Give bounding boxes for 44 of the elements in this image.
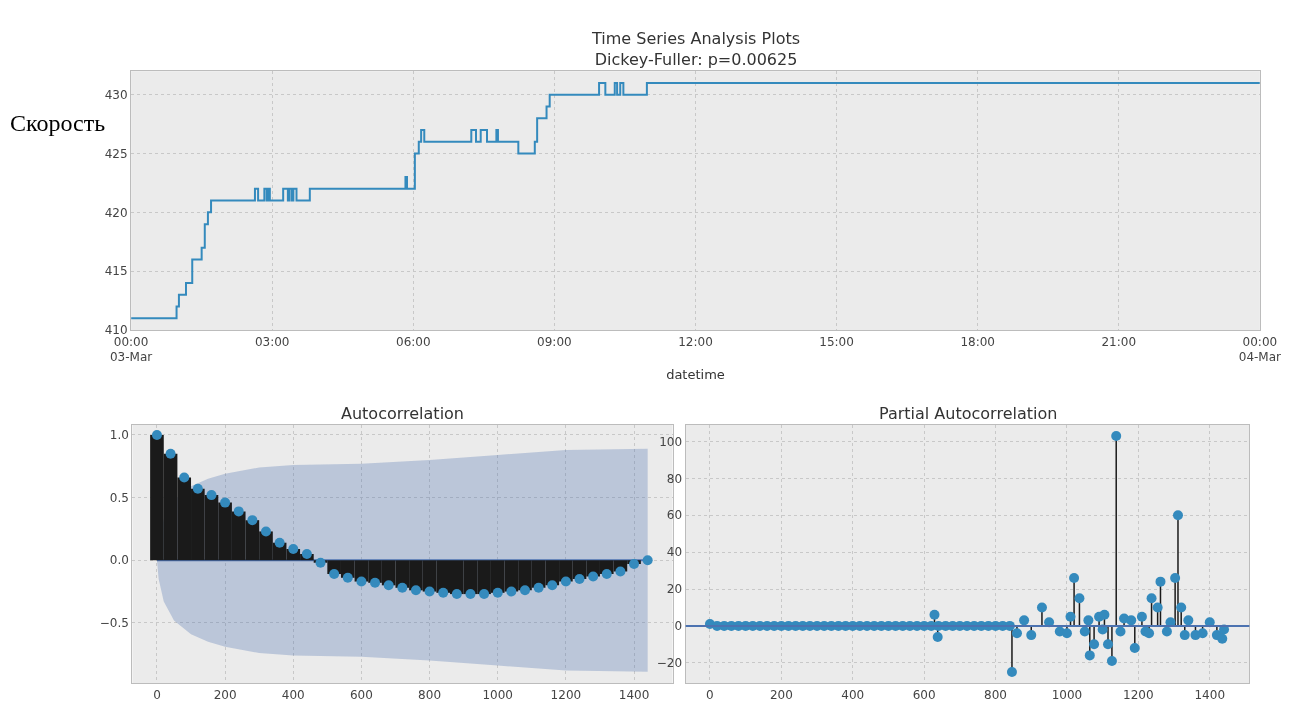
x-tick-label: 1200 xyxy=(1123,687,1154,702)
x-tick-label: 18:00 xyxy=(960,334,995,349)
x-tick-label: 200 xyxy=(213,687,237,702)
x-tick-label: 1200 xyxy=(550,687,582,702)
x-tick-label: 0 xyxy=(706,687,714,702)
x-tick-label: 1400 xyxy=(618,687,650,702)
y-axis-title: Скорость xyxy=(10,110,106,136)
x-tick-label: 400 xyxy=(841,687,865,702)
y-tick-label: 100 xyxy=(659,434,683,449)
x-tick-label: 600 xyxy=(349,687,373,702)
y-tick-label: 415 xyxy=(104,264,128,279)
x-tick-label: 0 xyxy=(153,687,161,702)
y-tick-label: 425 xyxy=(104,146,128,161)
y-tick-label: 20 xyxy=(666,582,683,597)
y-tick-label: 0.5 xyxy=(109,490,129,505)
x-tick-label: 400 xyxy=(281,687,305,702)
x-tick-label: 1400 xyxy=(1194,687,1226,702)
x-tick-label: 00:00 04-Mar xyxy=(1238,334,1282,365)
x-tick-label: 800 xyxy=(418,687,442,702)
x-tick-label: 800 xyxy=(984,687,1007,702)
x-tick-label: 09:00 xyxy=(537,334,572,349)
y-tick-label: 1.0 xyxy=(109,428,129,443)
y-tick-label: 430 xyxy=(104,87,128,102)
x-tick-label: 12:00 xyxy=(678,334,713,349)
y-tick-label: 60 xyxy=(666,508,683,523)
chart-title: Autocorrelation xyxy=(341,404,464,423)
y-tick-label: 80 xyxy=(666,471,683,486)
chart-title: Partial Autocorrelation xyxy=(879,404,1058,423)
y-tick-label: 0.0 xyxy=(109,553,129,568)
y-tick-label: 420 xyxy=(104,205,128,220)
x-tick-label: 600 xyxy=(912,687,936,702)
x-tick-label: 200 xyxy=(769,687,793,702)
x-tick-label: 1000 xyxy=(1051,687,1083,702)
y-tick-label: −20 xyxy=(656,655,683,670)
x-tick-label: 1000 xyxy=(482,687,513,702)
chart-title: Time Series Analysis Plots Dickey-Fuller: p=0.00625 xyxy=(591,29,801,69)
x-tick-label: 06:00 xyxy=(395,334,431,349)
x-tick-label: 03:00 xyxy=(254,334,290,349)
x-tick-label: 21:00 xyxy=(1101,334,1137,349)
y-tick-label: −0.5 xyxy=(99,616,129,631)
y-tick-label: 40 xyxy=(666,545,683,560)
x-axis-title: datetime xyxy=(666,366,725,382)
y-tick-label: 0 xyxy=(674,619,683,634)
x-tick-label: 15:00 xyxy=(819,334,854,349)
